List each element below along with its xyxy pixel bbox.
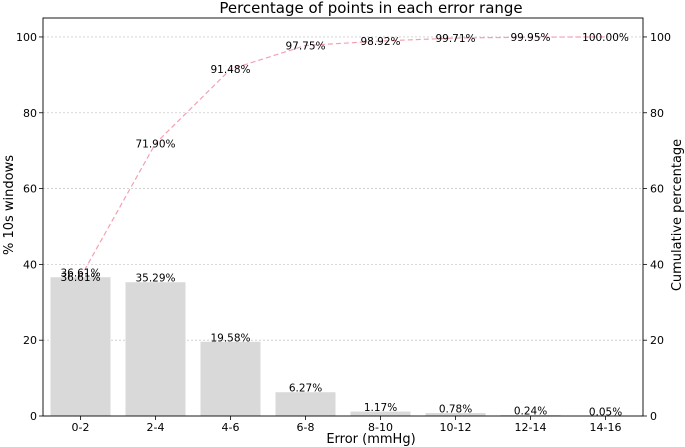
x-axis-label: Error (mmHg) — [326, 432, 415, 447]
y-axis-label: % 10s windows — [2, 155, 17, 255]
cumulative-value-label: 97.75% — [285, 40, 325, 52]
cumulative-value-label: 99.71% — [435, 33, 475, 45]
cumulative-value-label: 36.61% — [60, 272, 100, 284]
bar-value-label: 0.05% — [589, 406, 622, 418]
bar-value-label: 35.29% — [135, 273, 175, 285]
chart-title: Percentage of points in each error range — [219, 0, 522, 17]
cumulative-line — [79, 36, 606, 278]
x-tick-label: 8-10 — [368, 421, 393, 434]
y-tick-label: 100 — [16, 31, 37, 44]
x-tick-label: 4-6 — [222, 421, 240, 434]
y-tick-label: 20 — [23, 334, 37, 347]
y-tick-label: 40 — [23, 258, 37, 271]
y2-tick-label: 40 — [650, 258, 664, 271]
bar — [275, 392, 336, 416]
bar-value-label: 6.27% — [289, 383, 322, 395]
x-tick-label: 6-8 — [297, 421, 315, 434]
x-tick-label: 14-16 — [590, 421, 622, 434]
y-tick-label: 60 — [23, 183, 37, 196]
cumulative-value-label: 91.48% — [210, 64, 250, 76]
axes: 0 0 20 20 40 40 60 60 80 80 100 100 0-2 2-4 4-6 6-8 8-10… — [16, 17, 671, 434]
y-tick-label: 0 — [30, 410, 37, 423]
x-tick-label: 0-2 — [72, 421, 90, 434]
cumulative-value-label: 99.95% — [510, 32, 550, 44]
x-tick-label: 12-14 — [515, 421, 547, 434]
plot-frame — [42, 17, 644, 417]
cumulative-value-label: 100.00% — [582, 32, 629, 44]
y2-tick-label: 0 — [650, 410, 657, 423]
bar-value-label: 0.24% — [514, 406, 547, 418]
bars — [50, 277, 636, 416]
cumulative-value-label: 98.92% — [360, 36, 400, 48]
x-tick-label: 10-12 — [440, 421, 472, 434]
y2-axis-label: Cumulative percentage — [670, 139, 685, 291]
bar — [200, 341, 261, 416]
y2-tick-label: 100 — [650, 31, 671, 44]
bar — [50, 277, 111, 416]
bar-value-label: 1.17% — [364, 402, 397, 414]
bar — [500, 415, 561, 416]
bar-value-label: 36.61% — [60, 268, 100, 280]
bar — [425, 413, 486, 416]
x-tick-label: 2-4 — [147, 421, 165, 434]
y2-tick-label: 80 — [650, 107, 664, 120]
bar — [125, 282, 186, 416]
cumulative-value-label: 71.90% — [135, 138, 175, 150]
y-tick-label: 80 — [23, 107, 37, 120]
labels: 36.61% 35.29% 19.58% 6.27% 1.17% 0.78% 0.24% 0.… — [60, 32, 628, 418]
cumulative-line-path — [79, 36, 606, 278]
bar-value-label: 19.58% — [210, 332, 250, 344]
bar — [350, 411, 411, 416]
y2-tick-label: 20 — [650, 334, 664, 347]
y2-tick-label: 60 — [650, 183, 664, 196]
bar-value-label: 0.78% — [439, 404, 472, 416]
